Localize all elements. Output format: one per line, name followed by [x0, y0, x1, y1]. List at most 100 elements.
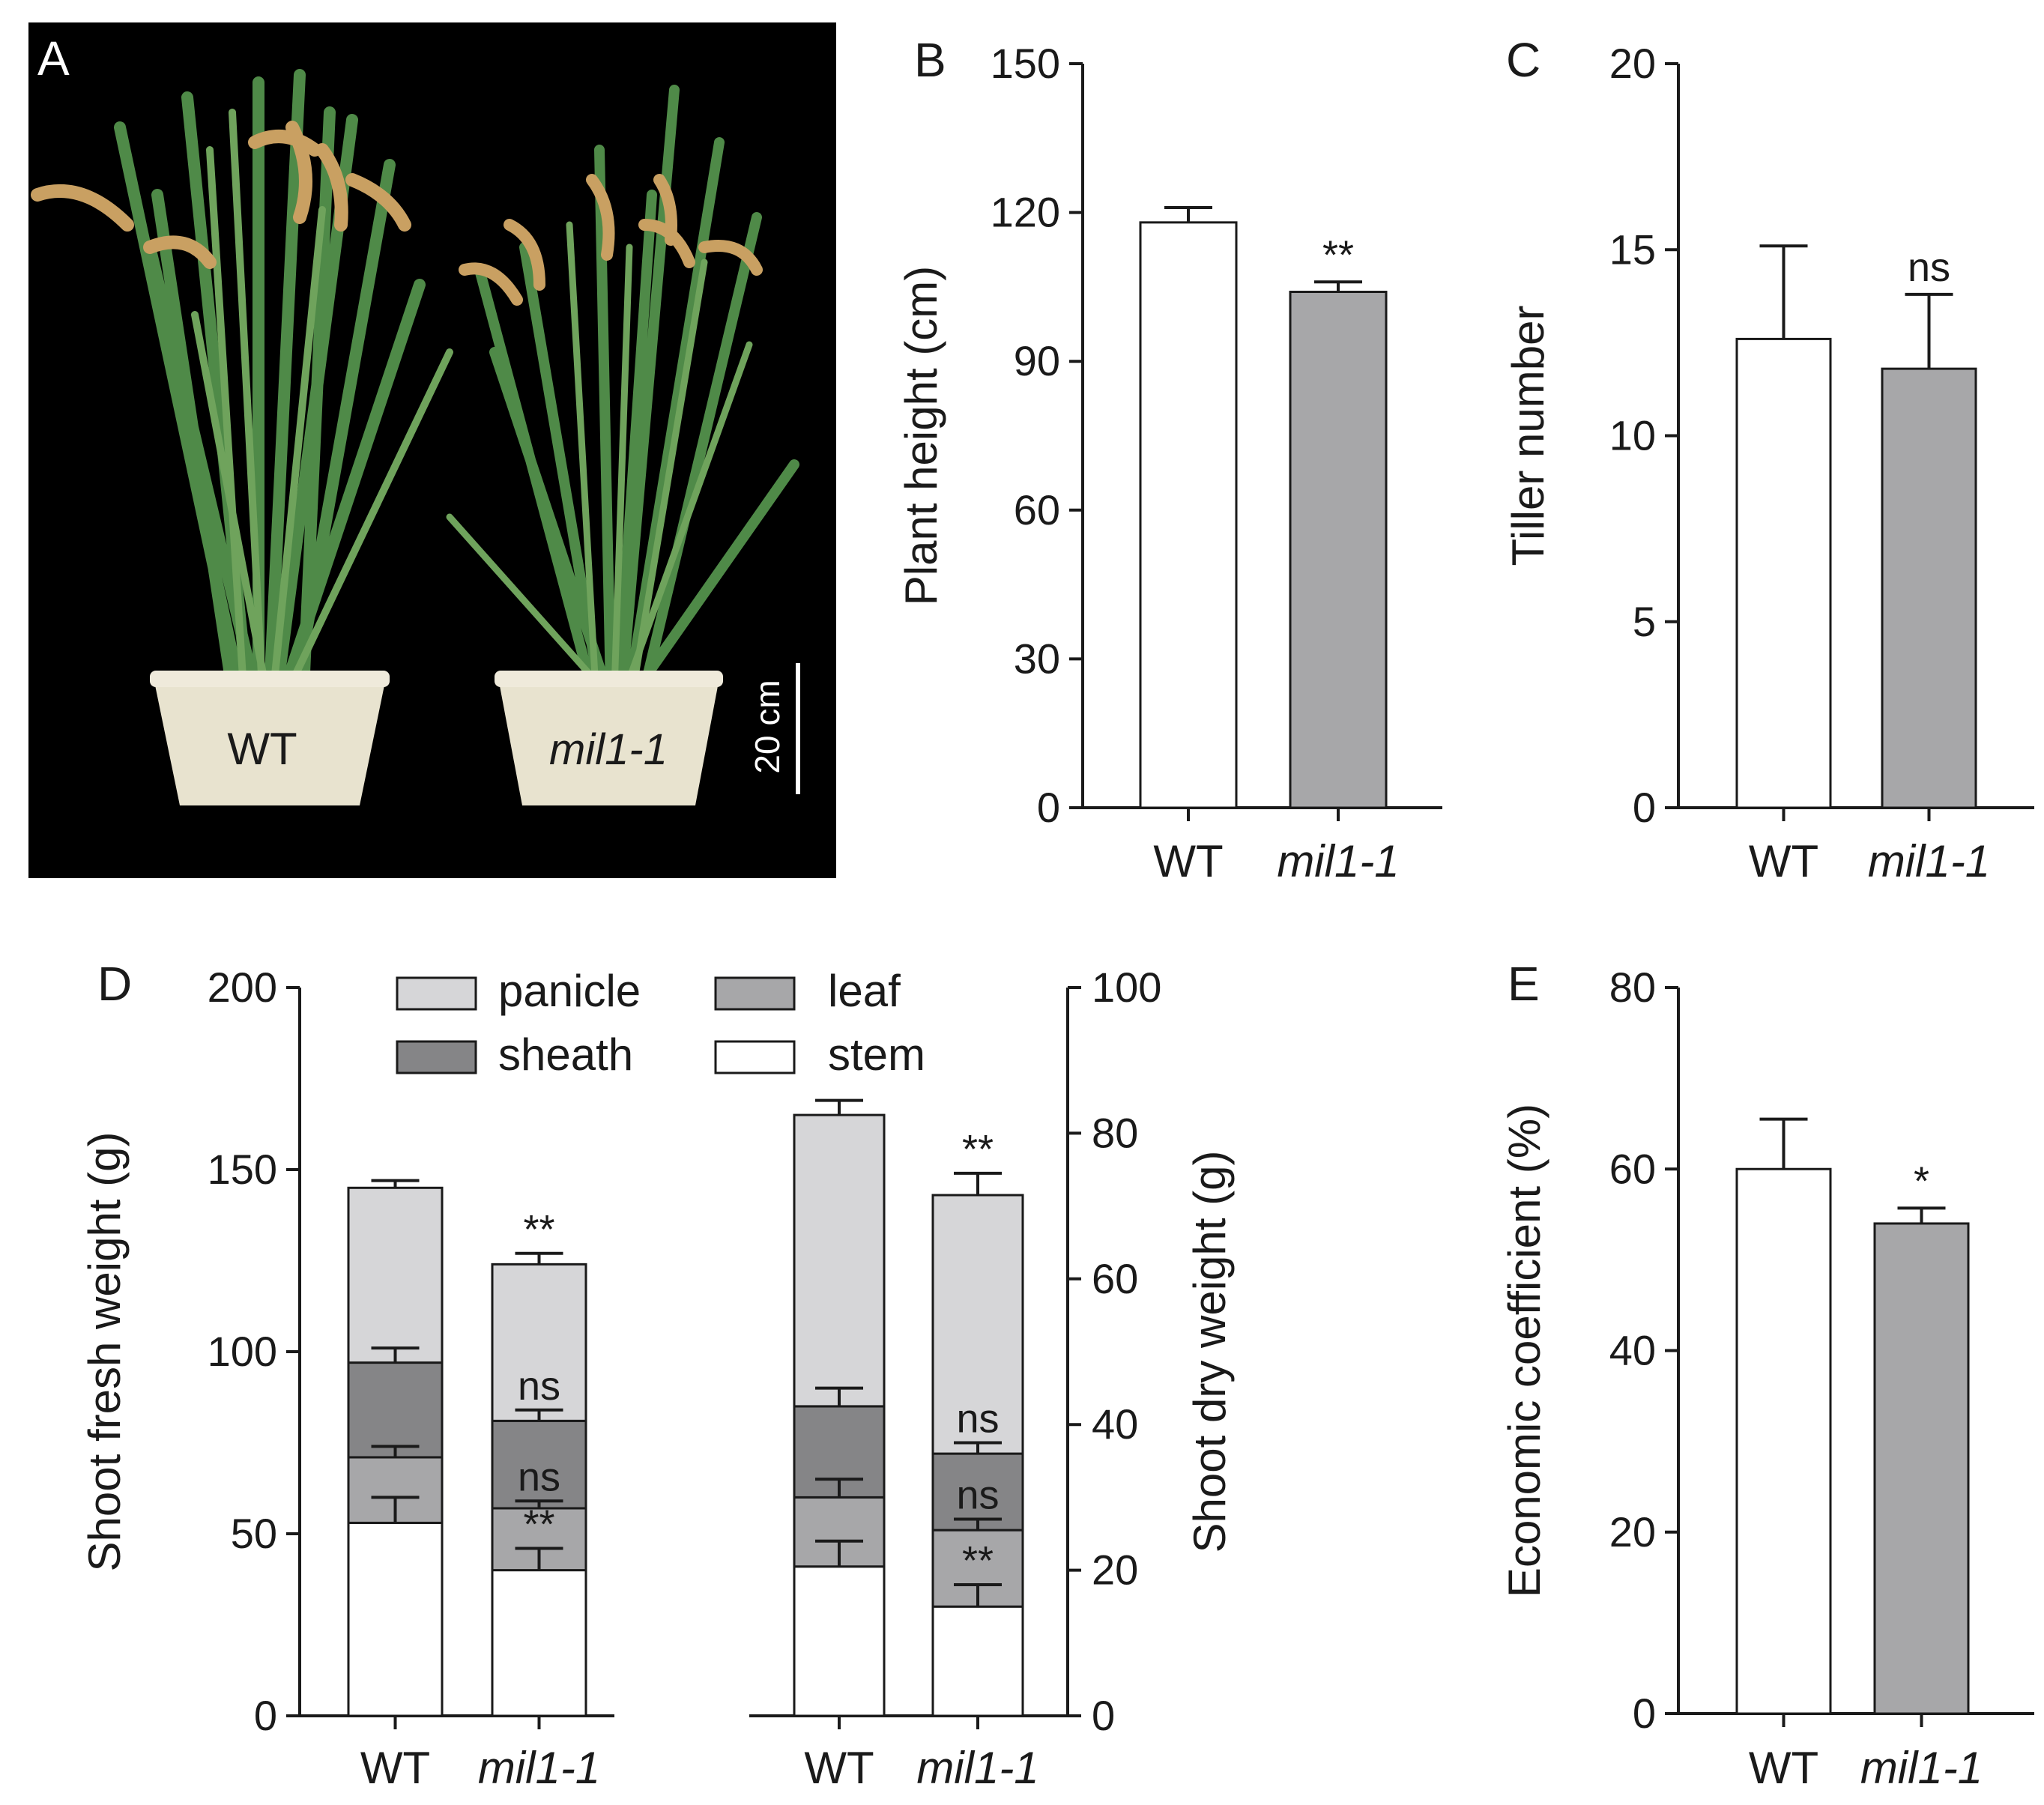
- x-tick-label: WT: [1749, 836, 1818, 886]
- bar-segment-sheath: [491, 1419, 587, 1510]
- bar-segment-stem: [347, 1521, 444, 1717]
- bar-segment-leaf: [793, 1496, 886, 1568]
- significance-label-leaf: ns: [956, 1473, 999, 1518]
- y-tick-label: 0: [1092, 1692, 1115, 1739]
- panel-d-dry-weight-chart: 0 20 40 60 80 100 WT mil1-1 Shoot dry weight (g)…: [749, 964, 1235, 1793]
- y-tick-label: 40: [1092, 1400, 1138, 1448]
- wt-pot: [154, 678, 386, 805]
- significance-label: *: [1914, 1158, 1929, 1203]
- panel-letter-c: C: [1506, 33, 1540, 87]
- panel-d-legend: panicle leaf sheath stem: [396, 966, 925, 1080]
- x-tick-label: WT: [1749, 1743, 1818, 1793]
- x-tick-label: mil1-1: [1868, 836, 1990, 886]
- y-tick-label: 15: [1609, 226, 1656, 273]
- bar-segment-sheath: [347, 1361, 444, 1459]
- wt-pot-rim: [150, 671, 390, 687]
- bar-mil1-1: [1873, 1222, 1970, 1715]
- bar-WT: [1139, 221, 1238, 809]
- bar-WT: [1735, 337, 1832, 809]
- y-tick-label: 40: [1609, 1327, 1656, 1374]
- significance-label-panicle: **: [962, 1127, 994, 1172]
- y-tick-label: 20: [1609, 1508, 1656, 1555]
- bar-segment-panicle: [793, 1113, 886, 1408]
- x-tick-label: WT: [1153, 836, 1223, 886]
- y-tick-label: 0: [1633, 1690, 1656, 1737]
- legend-label-sheath: sheath: [498, 1030, 633, 1080]
- bar-segment-stem: [931, 1605, 1024, 1717]
- significance-label-sheath: ns: [518, 1364, 560, 1409]
- legend-label-stem: stem: [828, 1030, 925, 1080]
- legend-swatch-stem: [714, 1040, 796, 1074]
- bar-segment-stem: [491, 1569, 587, 1717]
- panel-letter-d: D: [97, 957, 132, 1011]
- significance-label-stem: **: [962, 1538, 994, 1583]
- bar-mil1-1: [1289, 291, 1388, 809]
- y-tick-label: 80: [1609, 964, 1656, 1011]
- x-tick-label: mil1-1: [1860, 1743, 1983, 1793]
- mutant-pot-label: mil1-1: [549, 725, 668, 774]
- y-tick-label: 90: [1014, 337, 1060, 384]
- panel-c-tiller-number-chart: C 0 5 10 15 20 WT mil1-1 Tiller number ns: [1503, 33, 2034, 886]
- y-axis-title: Economic coefficient (%): [1499, 1104, 1549, 1597]
- mutant-panicles: [459, 174, 763, 306]
- bar-WT: [1735, 1167, 1832, 1715]
- significance-label-leaf: ns: [518, 1454, 560, 1499]
- bar-segment-sheath: [931, 1452, 1024, 1532]
- y-tick-label: 150: [208, 1146, 277, 1193]
- bar-segment-panicle: [491, 1263, 587, 1422]
- wt-plant-illustration: WT: [31, 69, 453, 805]
- y-tick-label: 20: [1609, 40, 1656, 87]
- significance-label-panicle: **: [523, 1207, 554, 1252]
- y-tick-label: 200: [208, 964, 277, 1011]
- x-tick-label: mil1-1: [478, 1743, 600, 1793]
- bar-segment-stem: [793, 1565, 886, 1717]
- wt-plant-leaves-light: [191, 109, 453, 693]
- significance-label-sheath: ns: [956, 1397, 999, 1442]
- significance-label: **: [1322, 232, 1354, 277]
- y-axis-title: Plant height (cm): [896, 266, 946, 606]
- y-axis-title: Shoot fresh weight (g): [79, 1132, 130, 1572]
- y-tick-label: 0: [1037, 784, 1060, 831]
- y-tick-label: 60: [1609, 1145, 1656, 1192]
- panel-letter-b: B: [914, 33, 946, 87]
- y-tick-label: 100: [208, 1328, 277, 1375]
- y-axis-title: Shoot dry weight (g): [1185, 1151, 1235, 1553]
- wt-panicles: [31, 121, 411, 269]
- legend-swatch-panicle: [396, 976, 477, 1011]
- panel-b-plant-height-chart: B 0 30 60 90 120 150 WT mil1-1 Plant height (cm)…: [896, 33, 1442, 886]
- y-tick-label: 150: [991, 40, 1060, 87]
- y-tick-label: 60: [1014, 486, 1060, 533]
- legend-label-panicle: panicle: [498, 966, 641, 1016]
- wt-pot-label: WT: [227, 724, 297, 774]
- significance-label: ns: [1908, 245, 1950, 290]
- y-tick-label: 5: [1633, 598, 1656, 645]
- mutant-plant-leaves-light: [446, 221, 753, 693]
- mutant-pot: [498, 678, 719, 805]
- y-tick-label: 120: [991, 189, 1060, 236]
- scale-bar-label: 20 cm: [748, 680, 787, 773]
- panel-e-economic-coefficient-chart: E 0 20 40 60 80 WT mil1-1 Economic coefficient …: [1499, 957, 2034, 1793]
- x-tick-label: WT: [804, 1743, 874, 1793]
- panel-letter-e: E: [1508, 957, 1540, 1011]
- significance-label-stem: **: [523, 1502, 554, 1547]
- x-tick-label: mil1-1: [1277, 836, 1399, 886]
- y-tick-label: 30: [1014, 635, 1060, 682]
- x-tick-label: WT: [360, 1743, 430, 1793]
- bar-segment-panicle: [347, 1186, 444, 1364]
- panel-d-fresh-weight-chart: D 0 50 100 150 200 WT mil1-1 Shoot fresh weight…: [79, 957, 614, 1793]
- mutant-pot-rim: [495, 671, 723, 687]
- panel-a-photo: WT mil1-1 20 cm A: [28, 22, 836, 878]
- y-axis-title: Tiller number: [1503, 306, 1553, 566]
- y-tick-label: 0: [254, 1692, 277, 1739]
- y-tick-label: 100: [1092, 964, 1161, 1011]
- legend-swatch-leaf: [714, 976, 796, 1011]
- y-tick-label: 20: [1092, 1547, 1138, 1594]
- y-tick-label: 0: [1633, 784, 1656, 831]
- legend-swatch-sheath: [396, 1040, 477, 1074]
- bar-mil1-1: [1881, 367, 1977, 809]
- x-tick-label: mil1-1: [916, 1743, 1038, 1793]
- panel-letter-a: A: [37, 31, 70, 85]
- y-tick-label: 10: [1609, 412, 1656, 459]
- mutant-plant-leaves: [474, 85, 799, 695]
